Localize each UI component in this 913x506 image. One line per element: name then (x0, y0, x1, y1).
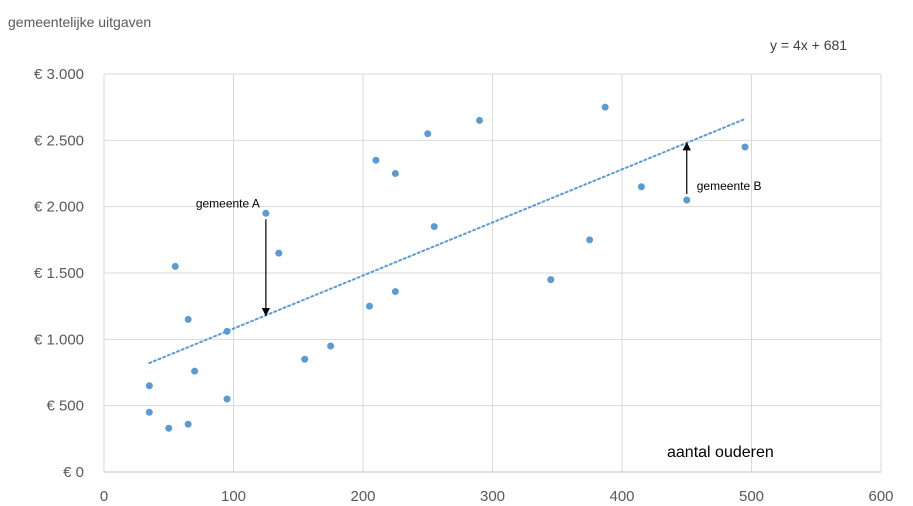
annotation-label: gemeente A (196, 196, 260, 210)
annotations: gemeente A gemeente B (196, 142, 762, 317)
data-point (223, 327, 231, 335)
data-point (184, 420, 192, 428)
data-point (372, 156, 380, 164)
gridlines (104, 73, 882, 472)
data-point (262, 209, 270, 217)
y-tick-label: € 0 (63, 464, 84, 481)
x-tick-label: 300 (480, 488, 505, 505)
y-axis-label: gemeentelijke uitgaven (8, 14, 151, 30)
data-point (424, 130, 432, 138)
trendline-group (148, 117, 747, 365)
data-point (171, 262, 179, 270)
x-tick-labels: 0 100 200 300 400 500 600 (100, 488, 894, 505)
y-tick-label: € 3.000 (34, 66, 84, 83)
data-point (741, 143, 749, 151)
y-tick-labels: € 0 € 500 € 1.000 € 1.500 € 2.000 € 2.500 € 3.… (34, 66, 84, 481)
data-point (601, 103, 609, 111)
data-point (391, 288, 399, 296)
data-point (327, 342, 335, 350)
x-tick-label: 200 (350, 488, 375, 505)
data-point (637, 183, 645, 191)
data-point (145, 408, 153, 416)
data-point (586, 236, 594, 244)
x-tick-label: 600 (868, 488, 893, 505)
data-point (430, 223, 438, 231)
x-tick-label: 100 (221, 488, 246, 505)
data-point (391, 170, 399, 177)
trendline-equation: y = 4x + 681 (770, 37, 847, 53)
data-point (223, 395, 231, 403)
y-tick-label: € 1.000 (34, 331, 84, 348)
y-tick-label: € 2.500 (34, 132, 84, 149)
x-tick-label: 0 (100, 488, 108, 505)
x-tick-label: 400 (609, 488, 634, 505)
data-point (365, 302, 373, 310)
data-point (184, 315, 192, 323)
data-point (275, 249, 283, 257)
axes (103, 74, 881, 473)
y-tick-label: € 1.500 (34, 265, 84, 282)
data-points (145, 103, 749, 432)
data-point (165, 424, 173, 432)
data-point (683, 196, 691, 204)
trendline (148, 117, 747, 365)
data-point (476, 116, 484, 124)
x-axis-label: aantal ouderen (667, 444, 774, 461)
data-point (547, 276, 555, 284)
y-tick-label: € 2.000 (34, 199, 84, 216)
annotation-label: gemeente B (697, 179, 762, 193)
data-point (301, 355, 309, 363)
data-point (145, 382, 153, 390)
x-tick-label: 500 (739, 488, 764, 505)
y-tick-label: € 500 (46, 398, 84, 415)
data-point (191, 367, 199, 375)
